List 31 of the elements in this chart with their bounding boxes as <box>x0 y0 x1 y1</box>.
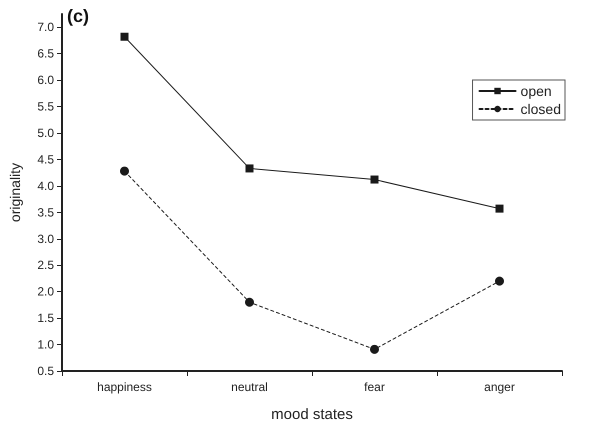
x-axis-title: mood states <box>271 406 353 423</box>
y-tick-label: 1.0 <box>37 338 54 352</box>
point <box>245 298 254 307</box>
y-tick-label: 6.5 <box>37 46 54 61</box>
y-tick-label: 4.5 <box>37 152 54 166</box>
x-tick-label: anger <box>484 380 515 394</box>
legend-label: open <box>520 83 552 99</box>
point <box>370 344 379 354</box>
point <box>246 164 254 172</box>
y-tick-label: 5.0 <box>37 126 54 140</box>
point <box>370 176 378 184</box>
y-tick-label: 3.0 <box>37 232 54 246</box>
point <box>495 276 504 286</box>
x-tick-label: neutral <box>231 380 268 394</box>
y-tick-label: 0.5 <box>37 364 54 378</box>
y-tick-label: 2.5 <box>37 258 54 272</box>
y-tick-label: 5.5 <box>37 100 54 114</box>
point <box>496 204 504 213</box>
y-tick-label: 6.0 <box>37 73 54 88</box>
y-tick-label: 4.0 <box>37 178 54 193</box>
chart-title: (c) <box>67 6 90 26</box>
x-tick-label: happiness <box>97 380 152 394</box>
legend-label: closed <box>520 101 561 117</box>
y-tick-label: 1.5 <box>37 311 54 326</box>
y-tick-label: 2.0 <box>37 284 54 299</box>
point <box>120 166 129 176</box>
x-tick-label: fear <box>364 380 385 394</box>
y-tick-label: 3.5 <box>37 205 54 220</box>
y-axis-title: originality <box>7 162 23 222</box>
y-tick-label: 7.0 <box>37 20 54 34</box>
point <box>120 32 128 41</box>
